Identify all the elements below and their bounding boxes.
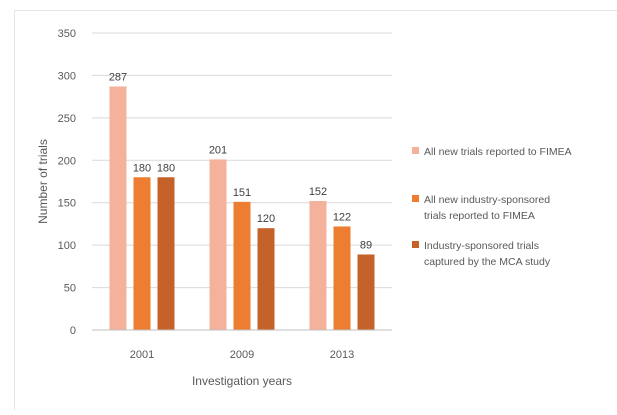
x-axis-ticks: 2001 2009 2013 [130,349,354,361]
bar [209,159,227,330]
data-label: 180 [133,162,151,174]
y-axis-ticks: 0 50 100 150 200 250 300 350 [58,28,76,337]
bar [309,201,327,330]
bar [257,228,275,330]
chart-top-border [14,10,617,11]
bar [233,201,251,330]
legend-swatch [412,241,419,248]
legend-label: Industry-sponsored trials [424,240,539,252]
legend-entry: Industry-sponsored trials captured by the… [412,240,551,268]
y-tick-label: 100 [58,240,76,252]
x-axis-title: Investigation years [192,374,292,388]
data-label: 120 [257,213,275,225]
legend-entry: All new trials reported to FIMEA [412,146,572,158]
bar [333,226,351,330]
legend-label: captured by the MCA study [424,256,551,268]
y-axis-title: Number of trials [36,139,50,224]
y-tick-label: 150 [58,198,76,210]
legend-swatch [412,195,419,202]
bar [133,177,151,330]
x-tick-label: 2001 [130,349,154,361]
legend-label: All new trials reported to FIMEA [424,146,572,158]
y-tick-label: 300 [58,70,76,82]
y-tick-label: 0 [70,325,76,337]
data-label: 151 [233,187,251,199]
data-labels: 287 180 180 201 151 120 152 122 89 [109,71,372,251]
legend-entry: All new industry-sponsored trials reporte… [412,194,550,222]
y-tick-label: 250 [58,113,76,125]
legend-label: trials reported to FIMEA [424,210,535,222]
bars [109,86,375,331]
bar [357,254,375,330]
x-tick-label: 2009 [230,349,254,361]
legend-label: All new industry-sponsored [424,194,550,206]
data-label: 122 [333,211,351,223]
data-label: 152 [309,186,327,198]
data-label: 89 [360,239,372,251]
y-tick-label: 200 [58,155,76,167]
y-tick-label: 350 [58,28,76,40]
data-label: 180 [157,162,175,174]
bar [157,177,175,330]
data-label: 287 [109,71,127,83]
data-label: 201 [209,144,227,156]
y-tick-label: 50 [64,283,76,295]
x-tick-label: 2013 [330,349,354,361]
bar [109,86,127,331]
chart-left-border [14,10,15,410]
legend: All new trials reported to FIMEA All new … [412,146,572,268]
legend-swatch [412,147,419,154]
